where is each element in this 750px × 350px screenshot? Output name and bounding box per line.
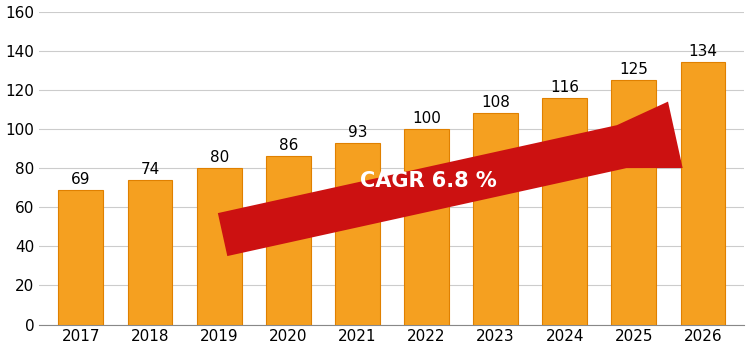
- Bar: [335, 143, 380, 324]
- Text: 69: 69: [71, 172, 91, 187]
- Bar: [542, 98, 587, 324]
- Text: 100: 100: [412, 111, 441, 126]
- Bar: [680, 62, 725, 324]
- Text: 134: 134: [688, 44, 718, 60]
- Bar: [473, 113, 518, 324]
- Bar: [128, 180, 172, 324]
- Bar: [404, 129, 449, 324]
- Text: 93: 93: [347, 125, 367, 140]
- Text: 80: 80: [209, 150, 229, 165]
- Bar: [266, 156, 310, 324]
- Text: 74: 74: [140, 162, 160, 177]
- Text: CAGR 6.8 %: CAGR 6.8 %: [360, 171, 496, 191]
- Text: 108: 108: [482, 95, 510, 110]
- Bar: [611, 80, 656, 324]
- Text: 86: 86: [278, 138, 298, 153]
- Bar: [58, 190, 104, 324]
- Polygon shape: [217, 102, 682, 256]
- Text: 125: 125: [620, 62, 648, 77]
- Bar: [196, 168, 242, 324]
- Text: 116: 116: [550, 80, 579, 95]
